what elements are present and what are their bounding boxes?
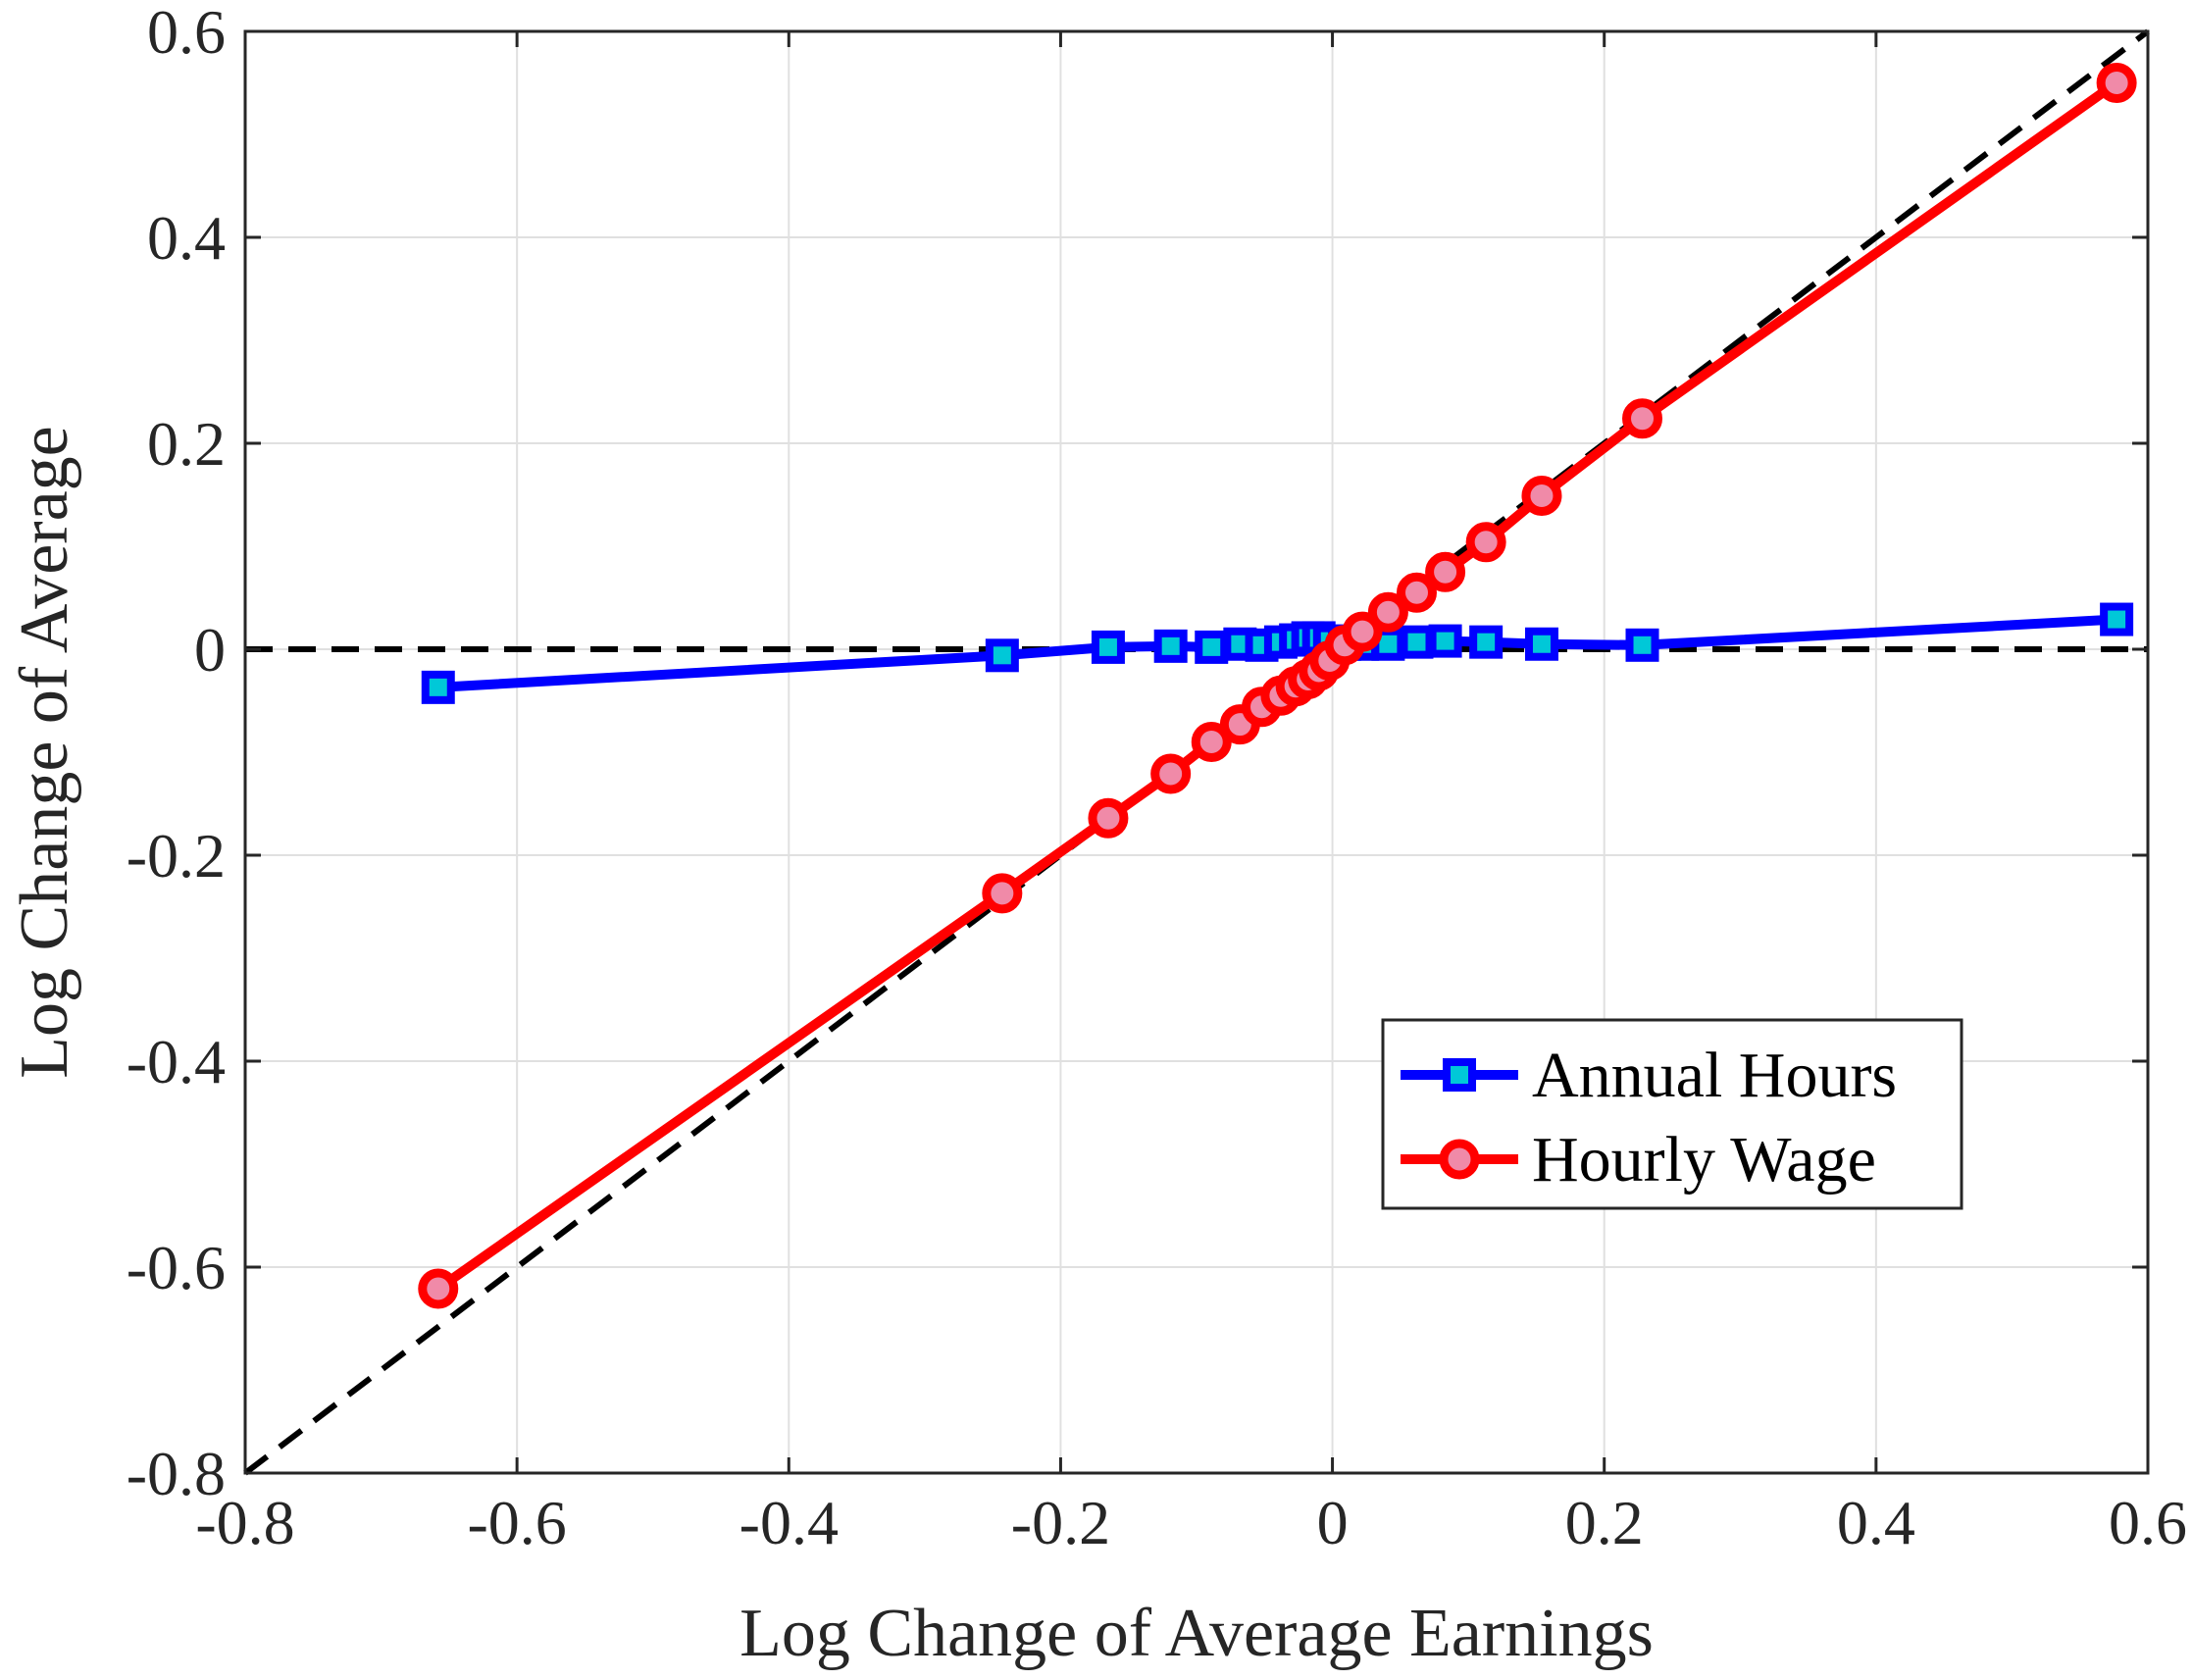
axis-ticks: -0.8 -0.6 -0.4 -0.2 0 0.2 0.4 0.6 0.6 0.4 0.2 0 -0.2… <box>127 0 2187 1557</box>
hourly-wage-point <box>1150 753 1192 794</box>
y-tick-label: 0.2 <box>147 409 226 479</box>
hourly-wage-point <box>1465 522 1506 563</box>
annual-hours-point <box>1524 627 1558 661</box>
hourly-wage-point <box>1396 572 1437 613</box>
y-tick-label: 0 <box>194 615 226 685</box>
x-tick-label: -0.8 <box>195 1488 294 1557</box>
x-tick-label: 0.2 <box>1565 1488 1644 1557</box>
identity-line <box>243 28 2150 1476</box>
annual-hours-point <box>1400 625 1434 659</box>
annual-hours-point <box>421 670 455 704</box>
annual-hours-point <box>1428 624 1462 658</box>
hourly-wage-point <box>1521 476 1562 517</box>
x-axis-title: Log Change of Average Earnings <box>739 1596 1654 1671</box>
hourly-wage-point <box>1622 398 1663 439</box>
annual-hours-legend-marker <box>1443 1058 1476 1092</box>
hourly-wage-legend-marker <box>1439 1139 1480 1180</box>
x-tick-label: 0 <box>1317 1488 1349 1557</box>
hourly-wage-series <box>418 63 2137 1309</box>
annual-hours-point <box>1195 630 1229 664</box>
x-tick-label: -0.6 <box>467 1488 566 1557</box>
hourly-wage-legend-label: Hourly Wage <box>1532 1124 1876 1196</box>
x-tick-label: 0.4 <box>1837 1488 1915 1557</box>
annual-hours-point <box>985 638 1019 673</box>
y-tick-label: 0.4 <box>147 203 226 273</box>
y-tick-label: -0.8 <box>127 1439 226 1508</box>
hourly-wage-point <box>1191 722 1232 762</box>
y-axis-title: Log Change of Average <box>7 426 82 1078</box>
x-tick-label: 0.6 <box>2109 1488 2187 1557</box>
hourly-wage-point <box>982 873 1023 914</box>
hourly-wage-point <box>418 1268 459 1309</box>
x-tick-label: -0.4 <box>739 1488 839 1557</box>
annual-hours-point <box>1625 628 1659 662</box>
y-tick-label: -0.6 <box>127 1233 226 1302</box>
annual-hours-point <box>1153 629 1188 663</box>
annual-hours-point <box>2100 602 2134 636</box>
legend-items: Annual Hours Hourly Wage <box>1401 1040 1897 1196</box>
legend: Annual Hours Hourly Wage <box>1381 1018 1963 1210</box>
y-tick-label: -0.2 <box>127 821 226 891</box>
annual-hours-legend-label: Annual Hours <box>1532 1040 1897 1111</box>
hourly-wage-point <box>1088 797 1129 839</box>
plot-frame <box>243 29 2150 1475</box>
series-layer <box>418 63 2137 1309</box>
hourly-wage-point <box>1425 551 1466 592</box>
annual-hours-point <box>1091 630 1125 664</box>
y-tick-label: 0.6 <box>147 0 226 67</box>
hourly-wage-point <box>1342 611 1383 652</box>
legend-box <box>1381 1018 1963 1210</box>
hourly-wage-point <box>2096 63 2137 103</box>
annual-hours-point <box>1469 625 1504 659</box>
x-tick-label: -0.2 <box>1011 1488 1110 1557</box>
hourly-wage-point <box>1367 591 1408 633</box>
y-tick-label: -0.4 <box>127 1027 226 1096</box>
